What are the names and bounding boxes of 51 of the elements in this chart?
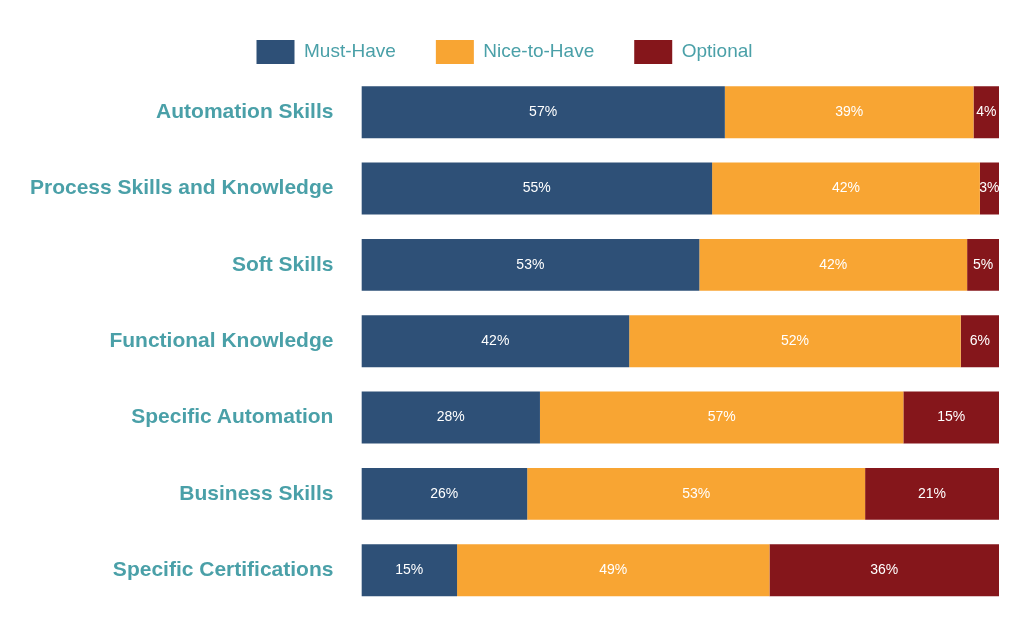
bar — [865, 467, 999, 520]
data-label: 52% — [780, 332, 809, 349]
data-label: 42% — [819, 255, 848, 272]
data-label: 39% — [835, 103, 864, 120]
bar — [960, 315, 999, 368]
bar — [457, 544, 770, 597]
bar — [361, 162, 713, 215]
data-label: 42% — [831, 179, 860, 196]
bar — [712, 162, 980, 215]
data-label: 36% — [870, 561, 899, 578]
data-label: 6% — [969, 332, 990, 349]
y-tick-label: Automation Skills — [156, 98, 334, 122]
data-label: 21% — [918, 484, 947, 501]
data-label: 26% — [430, 484, 459, 501]
data-label: 15% — [395, 561, 424, 578]
bar — [629, 315, 961, 368]
data-label: 3% — [979, 179, 1000, 196]
data-label: 57% — [529, 103, 558, 120]
y-tick-label: Specific Certifications — [112, 557, 334, 581]
data-label: 53% — [516, 255, 545, 272]
y-tick-label: Functional Knowledge — [109, 328, 334, 351]
bar — [724, 86, 974, 139]
bar — [361, 315, 630, 368]
y-tick-label: Specific Automation — [131, 404, 334, 428]
bar — [699, 238, 968, 291]
data-label: 4% — [976, 103, 997, 120]
data-label: 53% — [682, 484, 711, 501]
legend-label: Optional — [681, 40, 753, 62]
bar — [539, 391, 904, 444]
data-label: 57% — [707, 408, 736, 425]
bar — [361, 544, 458, 597]
legend-label: Nice-to-Have — [483, 40, 595, 62]
bar — [361, 238, 700, 291]
y-tick-label: Business Skills — [179, 480, 334, 504]
bar — [967, 238, 999, 291]
y-tick-label: Soft Skills — [231, 251, 334, 275]
data-label: 5% — [972, 255, 994, 272]
data-label: 49% — [599, 561, 628, 578]
data-label: 28% — [436, 408, 465, 425]
bar — [973, 86, 999, 139]
y-tick-label: Process Skills and Knowledge — [30, 175, 334, 199]
bar — [361, 391, 540, 444]
bar — [361, 86, 725, 139]
data-label: 15% — [937, 408, 966, 425]
data-label: 55% — [522, 179, 551, 196]
data-label: 42% — [481, 332, 510, 349]
bar — [769, 544, 999, 597]
legend-label: Must-Have — [304, 40, 396, 62]
bar — [527, 467, 866, 520]
bar — [361, 467, 528, 520]
bar — [903, 391, 999, 444]
